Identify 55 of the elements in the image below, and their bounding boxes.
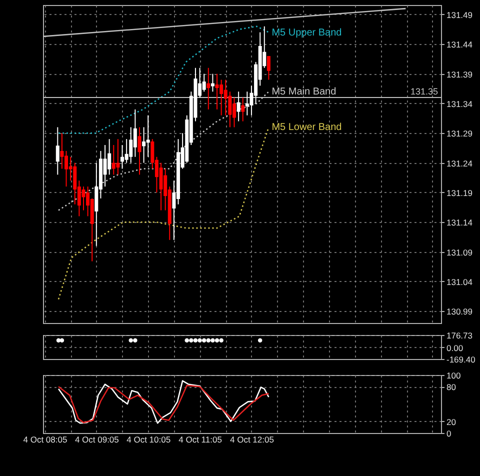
y-tick-label: 131.49 bbox=[446, 10, 473, 20]
x-tick-label: 4 Oct 11:05 bbox=[178, 434, 222, 444]
y-tick-label: 131.04 bbox=[446, 276, 473, 287]
candlestick bbox=[142, 126, 146, 164]
candlestick bbox=[215, 73, 219, 110]
candlestick bbox=[159, 162, 163, 211]
candlestick bbox=[202, 73, 206, 92]
candlestick bbox=[138, 126, 142, 176]
y-tick-label: 131.44 bbox=[446, 40, 473, 50]
y-tick-label: 131.19 bbox=[446, 188, 473, 198]
series-label: M5 Lower Band bbox=[272, 122, 342, 134]
candlestick bbox=[116, 138, 120, 176]
candlestick bbox=[266, 56, 270, 80]
y-tick-label: 131.29 bbox=[446, 128, 473, 139]
candlestick bbox=[146, 114, 150, 158]
y-tick-label: 0 bbox=[446, 428, 452, 438]
candlestick bbox=[73, 162, 77, 205]
y-tick-label: 131.34 bbox=[446, 98, 473, 109]
candlestick bbox=[241, 97, 245, 122]
x-tick-label: 4 Oct 08:05 bbox=[23, 434, 68, 444]
y-tick-label: 100 bbox=[446, 370, 461, 380]
ref-line-label: 131.35 bbox=[410, 86, 438, 97]
y-tick-label: 131.39 bbox=[446, 69, 473, 80]
candlestick bbox=[236, 91, 240, 122]
y-tick-label: 131.09 bbox=[446, 247, 473, 258]
candlestick bbox=[120, 144, 124, 170]
candlestick bbox=[245, 91, 249, 116]
candlestick bbox=[228, 91, 232, 128]
x-tick-label: 4 Oct 09:05 bbox=[74, 434, 120, 444]
x-tick-label: 4 Oct 10:05 bbox=[126, 434, 171, 444]
y-tick-label: 130.99 bbox=[446, 306, 473, 317]
candlestick bbox=[224, 79, 228, 116]
series-label: M5 Main Band bbox=[272, 86, 336, 98]
candlestick bbox=[133, 108, 137, 158]
y-tick-label: 80 bbox=[446, 382, 456, 392]
y-tick-label: 0.00 bbox=[446, 342, 464, 353]
candlestick bbox=[124, 138, 128, 164]
y-tick-label: 20 bbox=[446, 416, 456, 427]
candlestick bbox=[60, 132, 64, 170]
candlestick bbox=[108, 138, 112, 176]
candlestick bbox=[103, 144, 107, 188]
y-tick-label: 131.24 bbox=[446, 158, 473, 168]
candlestick bbox=[206, 67, 210, 110]
candlestick bbox=[210, 73, 214, 92]
x-tick-label: 4 Oct 12:05 bbox=[230, 434, 274, 444]
candlestick bbox=[232, 97, 236, 128]
candlestick bbox=[112, 144, 116, 176]
candlestick bbox=[220, 79, 224, 116]
y-tick-label: 176.73 bbox=[446, 330, 473, 340]
candlestick bbox=[56, 126, 60, 176]
candlestick bbox=[129, 126, 133, 164]
y-tick-label: 131.14 bbox=[446, 218, 473, 228]
y-tick-label: -169.40 bbox=[446, 354, 476, 364]
candlestick bbox=[82, 186, 86, 211]
series-label: M5 Upper Band bbox=[272, 27, 342, 38]
